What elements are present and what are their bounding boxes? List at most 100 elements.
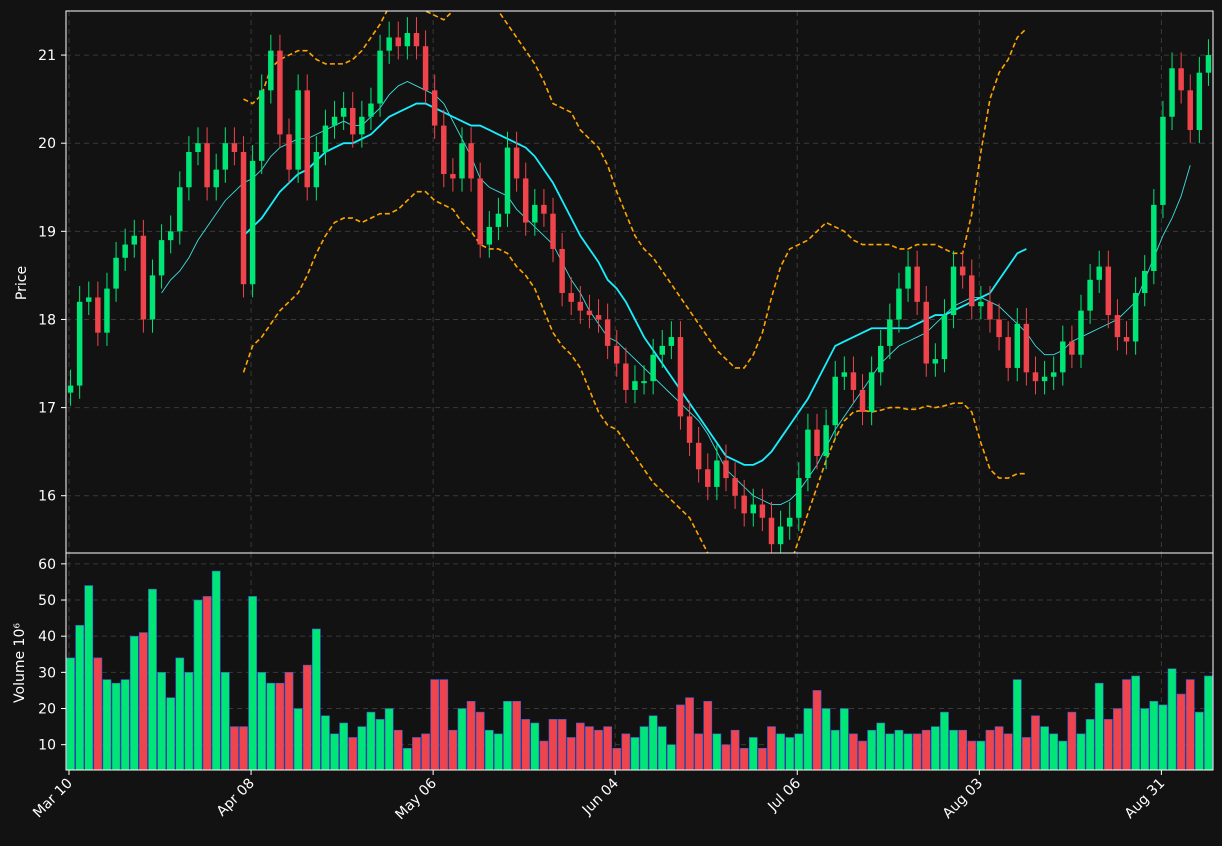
volume-bar bbox=[75, 625, 85, 771]
candle-body bbox=[86, 297, 92, 302]
candle-body bbox=[668, 337, 675, 346]
candle-body bbox=[823, 425, 829, 457]
volume-bar bbox=[202, 596, 212, 771]
volume-bar bbox=[384, 708, 394, 771]
candle-body bbox=[1196, 72, 1203, 130]
candle-body bbox=[550, 213, 556, 249]
candle-body bbox=[732, 478, 738, 496]
candle-body bbox=[1069, 341, 1075, 355]
volume-bar bbox=[940, 711, 949, 771]
volume-bar bbox=[776, 733, 785, 771]
price-grid bbox=[66, 11, 1213, 553]
volume-bar bbox=[412, 737, 421, 771]
candle-body bbox=[996, 319, 1002, 338]
volume-bar bbox=[430, 679, 440, 771]
volume-bar bbox=[849, 733, 858, 771]
candle-body bbox=[204, 143, 210, 188]
candle-body bbox=[186, 152, 192, 188]
volume-bar bbox=[739, 747, 749, 771]
candle-body bbox=[240, 152, 247, 285]
volume-bar bbox=[393, 729, 403, 771]
candle-body bbox=[459, 143, 465, 179]
volume-bar bbox=[375, 719, 385, 771]
candle-body bbox=[1050, 372, 1057, 377]
candles bbox=[67, 17, 1212, 553]
volume-bar bbox=[712, 733, 722, 771]
volume-bar bbox=[266, 682, 276, 771]
volume-panel-frame bbox=[65, 552, 1214, 771]
volume-bar bbox=[1122, 679, 1131, 771]
volume-bar bbox=[166, 697, 176, 771]
candle-body bbox=[158, 240, 165, 276]
candle-body bbox=[568, 293, 574, 302]
volume-bar bbox=[330, 733, 339, 771]
volume-bar bbox=[721, 744, 731, 771]
volume-tick-label: 10 bbox=[38, 738, 56, 754]
candle-body bbox=[577, 301, 584, 311]
volume-bar bbox=[1185, 679, 1195, 771]
candle-body bbox=[1078, 310, 1084, 355]
candle-body bbox=[295, 90, 301, 170]
candle-body bbox=[950, 266, 957, 316]
volume-bar bbox=[139, 632, 148, 771]
volume-bar bbox=[575, 722, 585, 771]
candle-body bbox=[431, 90, 438, 126]
volume-bar bbox=[457, 708, 467, 771]
volume-bar bbox=[858, 740, 867, 771]
volume-bar bbox=[830, 729, 840, 771]
candle-body bbox=[923, 301, 929, 364]
candle-body bbox=[131, 235, 138, 245]
volume-bar bbox=[230, 726, 239, 771]
candle-body bbox=[468, 143, 474, 179]
volume-bar bbox=[448, 729, 458, 771]
volume-bar bbox=[612, 747, 622, 771]
candle-body bbox=[1105, 266, 1112, 316]
price-axis-label: Price bbox=[14, 266, 30, 300]
volume-bar bbox=[730, 729, 740, 771]
volume-bar bbox=[667, 744, 676, 771]
volume-bar bbox=[648, 715, 658, 771]
volume-bar bbox=[1194, 711, 1204, 771]
candle-body bbox=[932, 359, 939, 364]
candle-body bbox=[495, 213, 502, 227]
candle-body bbox=[1160, 116, 1166, 205]
volume-bar bbox=[1058, 740, 1068, 771]
price-tick-label: 18 bbox=[38, 312, 56, 328]
volume-bar bbox=[903, 733, 913, 771]
volume-bar bbox=[994, 726, 1004, 771]
volume-tick-label: 60 bbox=[38, 557, 56, 573]
volume-bar bbox=[703, 700, 713, 771]
candle-body bbox=[522, 178, 529, 223]
volume-bar bbox=[1067, 711, 1077, 771]
volume-bar bbox=[512, 700, 521, 771]
volume-bar bbox=[239, 726, 248, 771]
price-tick-label: 19 bbox=[38, 224, 56, 240]
price-tick-label: 17 bbox=[38, 401, 56, 417]
candle-body bbox=[504, 147, 511, 214]
candle-body bbox=[249, 160, 256, 285]
candle-body bbox=[1005, 337, 1011, 368]
volume-bar bbox=[839, 708, 849, 771]
candle-body bbox=[559, 248, 565, 294]
candle-body bbox=[76, 301, 83, 386]
volume-bar bbox=[1113, 708, 1122, 771]
volume-bar bbox=[1031, 715, 1040, 771]
volume-bar bbox=[630, 737, 640, 771]
candle-body bbox=[586, 310, 593, 316]
volume-bar bbox=[129, 635, 139, 771]
upper-band-line bbox=[243, 11, 1027, 369]
volume-bar bbox=[685, 697, 694, 771]
volume-bar bbox=[885, 733, 895, 771]
candle-body bbox=[614, 345, 620, 364]
volume-bar bbox=[102, 679, 112, 771]
candle-body bbox=[1187, 90, 1193, 130]
volume-bar bbox=[976, 740, 986, 771]
price-tick-label: 16 bbox=[38, 489, 56, 505]
volume-bar bbox=[566, 737, 576, 771]
candle-body bbox=[659, 345, 665, 355]
volume-bar bbox=[339, 722, 348, 771]
candle-body bbox=[422, 46, 429, 91]
price-tick-label: 21 bbox=[38, 48, 56, 64]
candle-body bbox=[541, 204, 547, 214]
volume-bar bbox=[949, 729, 958, 771]
